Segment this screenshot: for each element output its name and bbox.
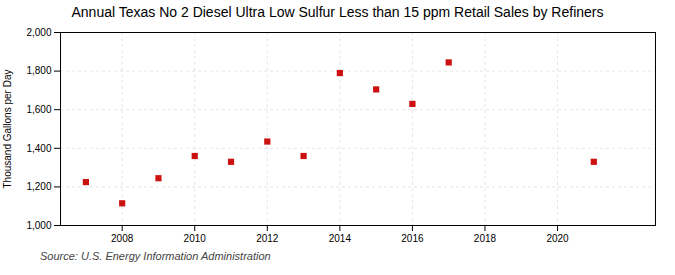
html-text:Annual Texas No 2 Diesel Ultra: Annual Texas No 2 Diesel Ultra Low Sulfu… (71, 4, 604, 20)
svg-text:2018: 2018 (474, 233, 497, 244)
svg-text:2014: 2014 (329, 233, 352, 244)
svg-text:2012: 2012 (256, 233, 279, 244)
svg-text:1,400: 1,400 (26, 143, 51, 154)
svg-text:2020: 2020 (546, 233, 569, 244)
svg-text:2008: 2008 (111, 233, 134, 244)
svg-text:Thousand Gallons per Day: Thousand Gallons per Day (2, 70, 13, 189)
svg-text:1,800: 1,800 (26, 65, 51, 76)
svg-text:2016: 2016 (401, 233, 424, 244)
svg-text:1,600: 1,600 (26, 104, 51, 115)
svg-text:2,000: 2,000 (26, 27, 51, 38)
svg-text:1,000: 1,000 (26, 220, 51, 231)
svg-text:1,200: 1,200 (26, 181, 51, 192)
svg-text:2010: 2010 (184, 233, 207, 244)
html-text:Source: U.S. Energy Informatio: Source: U.S. Energy Information Administ… (40, 250, 271, 262)
